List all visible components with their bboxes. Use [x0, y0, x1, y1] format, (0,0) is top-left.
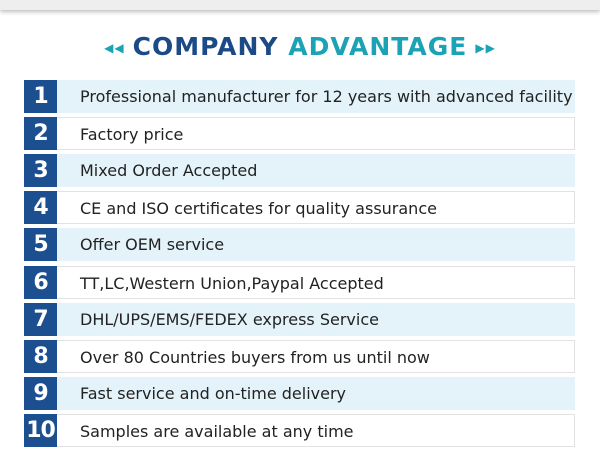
advantage-row: 9 Fast service and on-time delivery — [24, 376, 575, 410]
item-number: 5 — [24, 228, 57, 262]
item-text: Professional manufacturer for 12 years w… — [80, 87, 573, 106]
item-text: Fast service and on-time delivery — [80, 383, 347, 403]
item-number: 6 — [24, 265, 57, 299]
item-number: 8 — [24, 339, 57, 373]
advantage-row: 10 Samples are available at any time — [24, 413, 575, 447]
item-number: 4 — [24, 191, 57, 225]
item-number: 9 — [24, 376, 57, 410]
item-text: CE and ISO certificates for quality assu… — [80, 199, 437, 219]
arrow-left: ◀◀ — [104, 41, 125, 55]
arrow-right: ▶▶ — [475, 41, 496, 55]
advantage-row: 6 TT,LC,Western Union,Paypal Accepted — [24, 265, 575, 299]
item-text: Over 80 Countries buyers from us until n… — [80, 347, 430, 367]
item-number: 10 — [24, 413, 57, 447]
title: ◀◀ COMPANY ADVANTAGE ▶▶ — [0, 30, 600, 65]
item-number: 7 — [24, 302, 57, 336]
item-text: Samples are available at any time — [80, 421, 354, 441]
advantage-row: 3 Mixed Order Accepted — [24, 154, 575, 188]
advantage-row: 2 Factory price — [24, 117, 575, 151]
item-number: 2 — [24, 117, 57, 151]
top-bar — [0, 0, 600, 10]
item-number: 3 — [24, 154, 57, 188]
item-text: Factory price — [80, 125, 184, 145]
item-text: TT,LC,Western Union,Paypal Accepted — [80, 273, 384, 293]
title-part2: ADVANTAGE — [288, 32, 468, 61]
title-part1: COMPANY — [132, 32, 279, 61]
advantage-row: 7 DHL/UPS/EMS/FEDEX express Service — [24, 302, 575, 336]
item-text: Mixed Order Accepted — [80, 161, 258, 181]
advantage-row: 1 Professional manufacturer for 12 years … — [24, 80, 575, 113]
advantage-row: 5 Offer OEM service — [24, 228, 575, 262]
item-number: 1 — [24, 80, 57, 113]
advantage-row: 8 Over 80 Countries buyers from us until … — [24, 339, 575, 373]
item-text: Offer OEM service — [80, 235, 225, 255]
advantage-row: 4 CE and ISO certificates for quality ass… — [24, 191, 575, 225]
item-text: DHL/UPS/EMS/FEDEX express Service — [80, 309, 379, 329]
